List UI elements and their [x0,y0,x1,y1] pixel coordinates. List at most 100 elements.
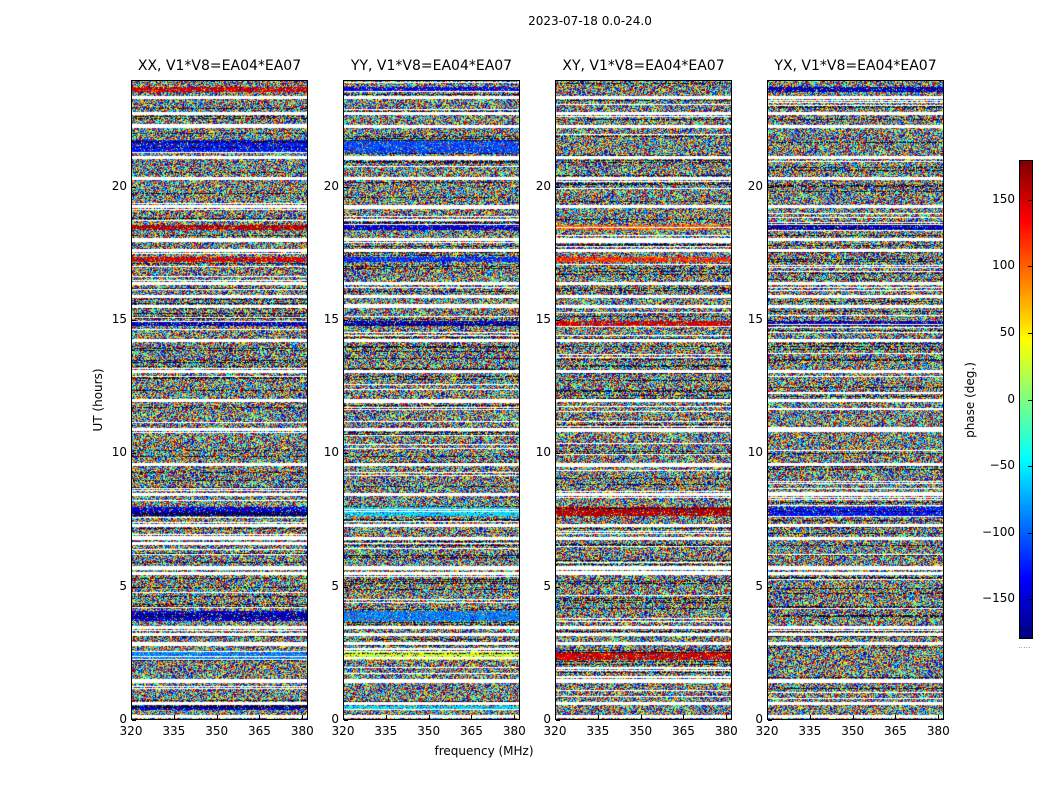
y-tick [768,720,772,721]
x-tick [555,715,556,719]
x-tick-label: 365 [248,724,271,738]
y-tick-label: 5 [543,578,551,593]
heatmap-panel-xy [555,80,732,720]
x-tick-label: 380 [714,724,738,738]
heatmap-panel-xx [131,80,308,720]
x-tick [471,715,473,719]
colorbar-tick-label: 150 [992,191,1015,206]
x-tick [938,715,940,719]
colorbar-tick [1028,266,1032,268]
colorbar-footnote: ..... [1018,641,1031,650]
x-tick-label: 335 [798,724,822,738]
y-tick-label: 0 [755,712,763,726]
x-tick [216,715,218,719]
x-tick [767,715,768,719]
colorbar-tick [1028,466,1032,468]
colorbar-tick-label: −50 [989,458,1015,473]
x-tick-label: 365 [672,724,695,738]
colorbar-label: phase (deg.) [963,362,977,438]
panel-title-xy: XY, V1*V8=EA04*EA07 [562,58,725,74]
y-tick-label: 15 [535,312,551,326]
x-tick-label: 350 [417,724,441,738]
y-tick [556,586,560,588]
heatmap-canvas-xx [132,81,307,719]
y-tick-label: 15 [111,312,127,326]
heatmap-canvas-yy [344,81,519,719]
x-tick [809,715,811,719]
colorbar-tick-label: −150 [982,591,1015,606]
x-tick [852,715,854,719]
x-axis-label: frequency (MHz) [434,744,534,758]
y-tick-label: 5 [755,578,763,593]
y-axis-label: UT (hours) [91,368,105,432]
y-tick-label: 0 [119,712,127,726]
x-tick [259,715,261,719]
figure-title: 2023-07-18 0.0-24.0 [528,14,652,28]
x-tick [385,715,387,719]
y-tick [556,720,560,721]
y-tick-label: 10 [535,445,551,460]
x-tick-label: 335 [162,724,186,738]
y-tick-label: 20 [323,178,339,193]
x-tick-label: 365 [460,724,483,738]
y-tick [556,186,560,188]
x-tick [597,715,599,719]
y-tick-label: 20 [535,178,551,193]
y-tick [132,453,136,455]
y-tick [768,320,772,321]
x-tick-label: 365 [884,724,907,738]
colorbar-tick [1028,199,1032,201]
y-tick-label: 10 [747,445,763,460]
panel-title-xx: XX, V1*V8=EA04*EA07 [137,58,302,74]
x-tick [640,715,642,719]
x-tick-label: 320 [543,724,567,738]
heatmap-canvas-xy [556,81,731,719]
y-tick-label: 20 [747,178,763,193]
y-tick [344,186,348,188]
x-tick [131,715,132,719]
x-tick [428,715,430,719]
y-tick-label: 0 [543,712,551,726]
colorbar-tick [1028,399,1032,401]
x-tick-label: 320 [331,724,355,738]
y-tick [344,320,348,321]
heatmap-canvas-yx [768,81,943,719]
x-tick-label: 320 [755,724,779,738]
x-tick-label: 380 [926,724,950,738]
x-tick-label: 335 [374,724,398,738]
y-tick [556,320,560,321]
x-tick-label: 335 [586,724,610,738]
y-tick [132,586,136,588]
y-tick-label: 20 [111,178,127,193]
y-tick [556,453,560,455]
y-tick-label: 10 [323,445,339,460]
y-tick-label: 15 [747,312,763,326]
x-tick [173,715,175,719]
x-tick-label: 350 [205,724,229,738]
y-tick [344,586,348,588]
y-tick-label: 0 [331,712,339,726]
x-tick [726,715,728,719]
heatmap-panel-yx [767,80,944,720]
y-tick [132,320,136,321]
y-tick-label: 5 [119,578,127,593]
x-tick-label: 380 [290,724,314,738]
colorbar-tick-label: 0 [1007,391,1015,406]
x-tick [683,715,685,719]
x-tick-label: 350 [629,724,653,738]
colorbar-tick-label: −100 [982,524,1015,539]
x-tick [895,715,897,719]
x-tick-label: 350 [841,724,865,738]
colorbar-tick [1028,332,1032,334]
x-tick-label: 380 [502,724,526,738]
x-tick [343,715,344,719]
y-tick [768,586,772,588]
panel-title-yy: YY, V1*V8=EA04*EA07 [350,58,513,74]
y-tick [132,186,136,188]
y-tick-label: 10 [111,445,127,460]
colorbar-tick-label: 50 [999,324,1015,339]
y-tick [344,453,348,455]
x-tick [302,715,304,719]
x-tick-label: 320 [119,724,143,738]
y-tick [132,720,136,721]
